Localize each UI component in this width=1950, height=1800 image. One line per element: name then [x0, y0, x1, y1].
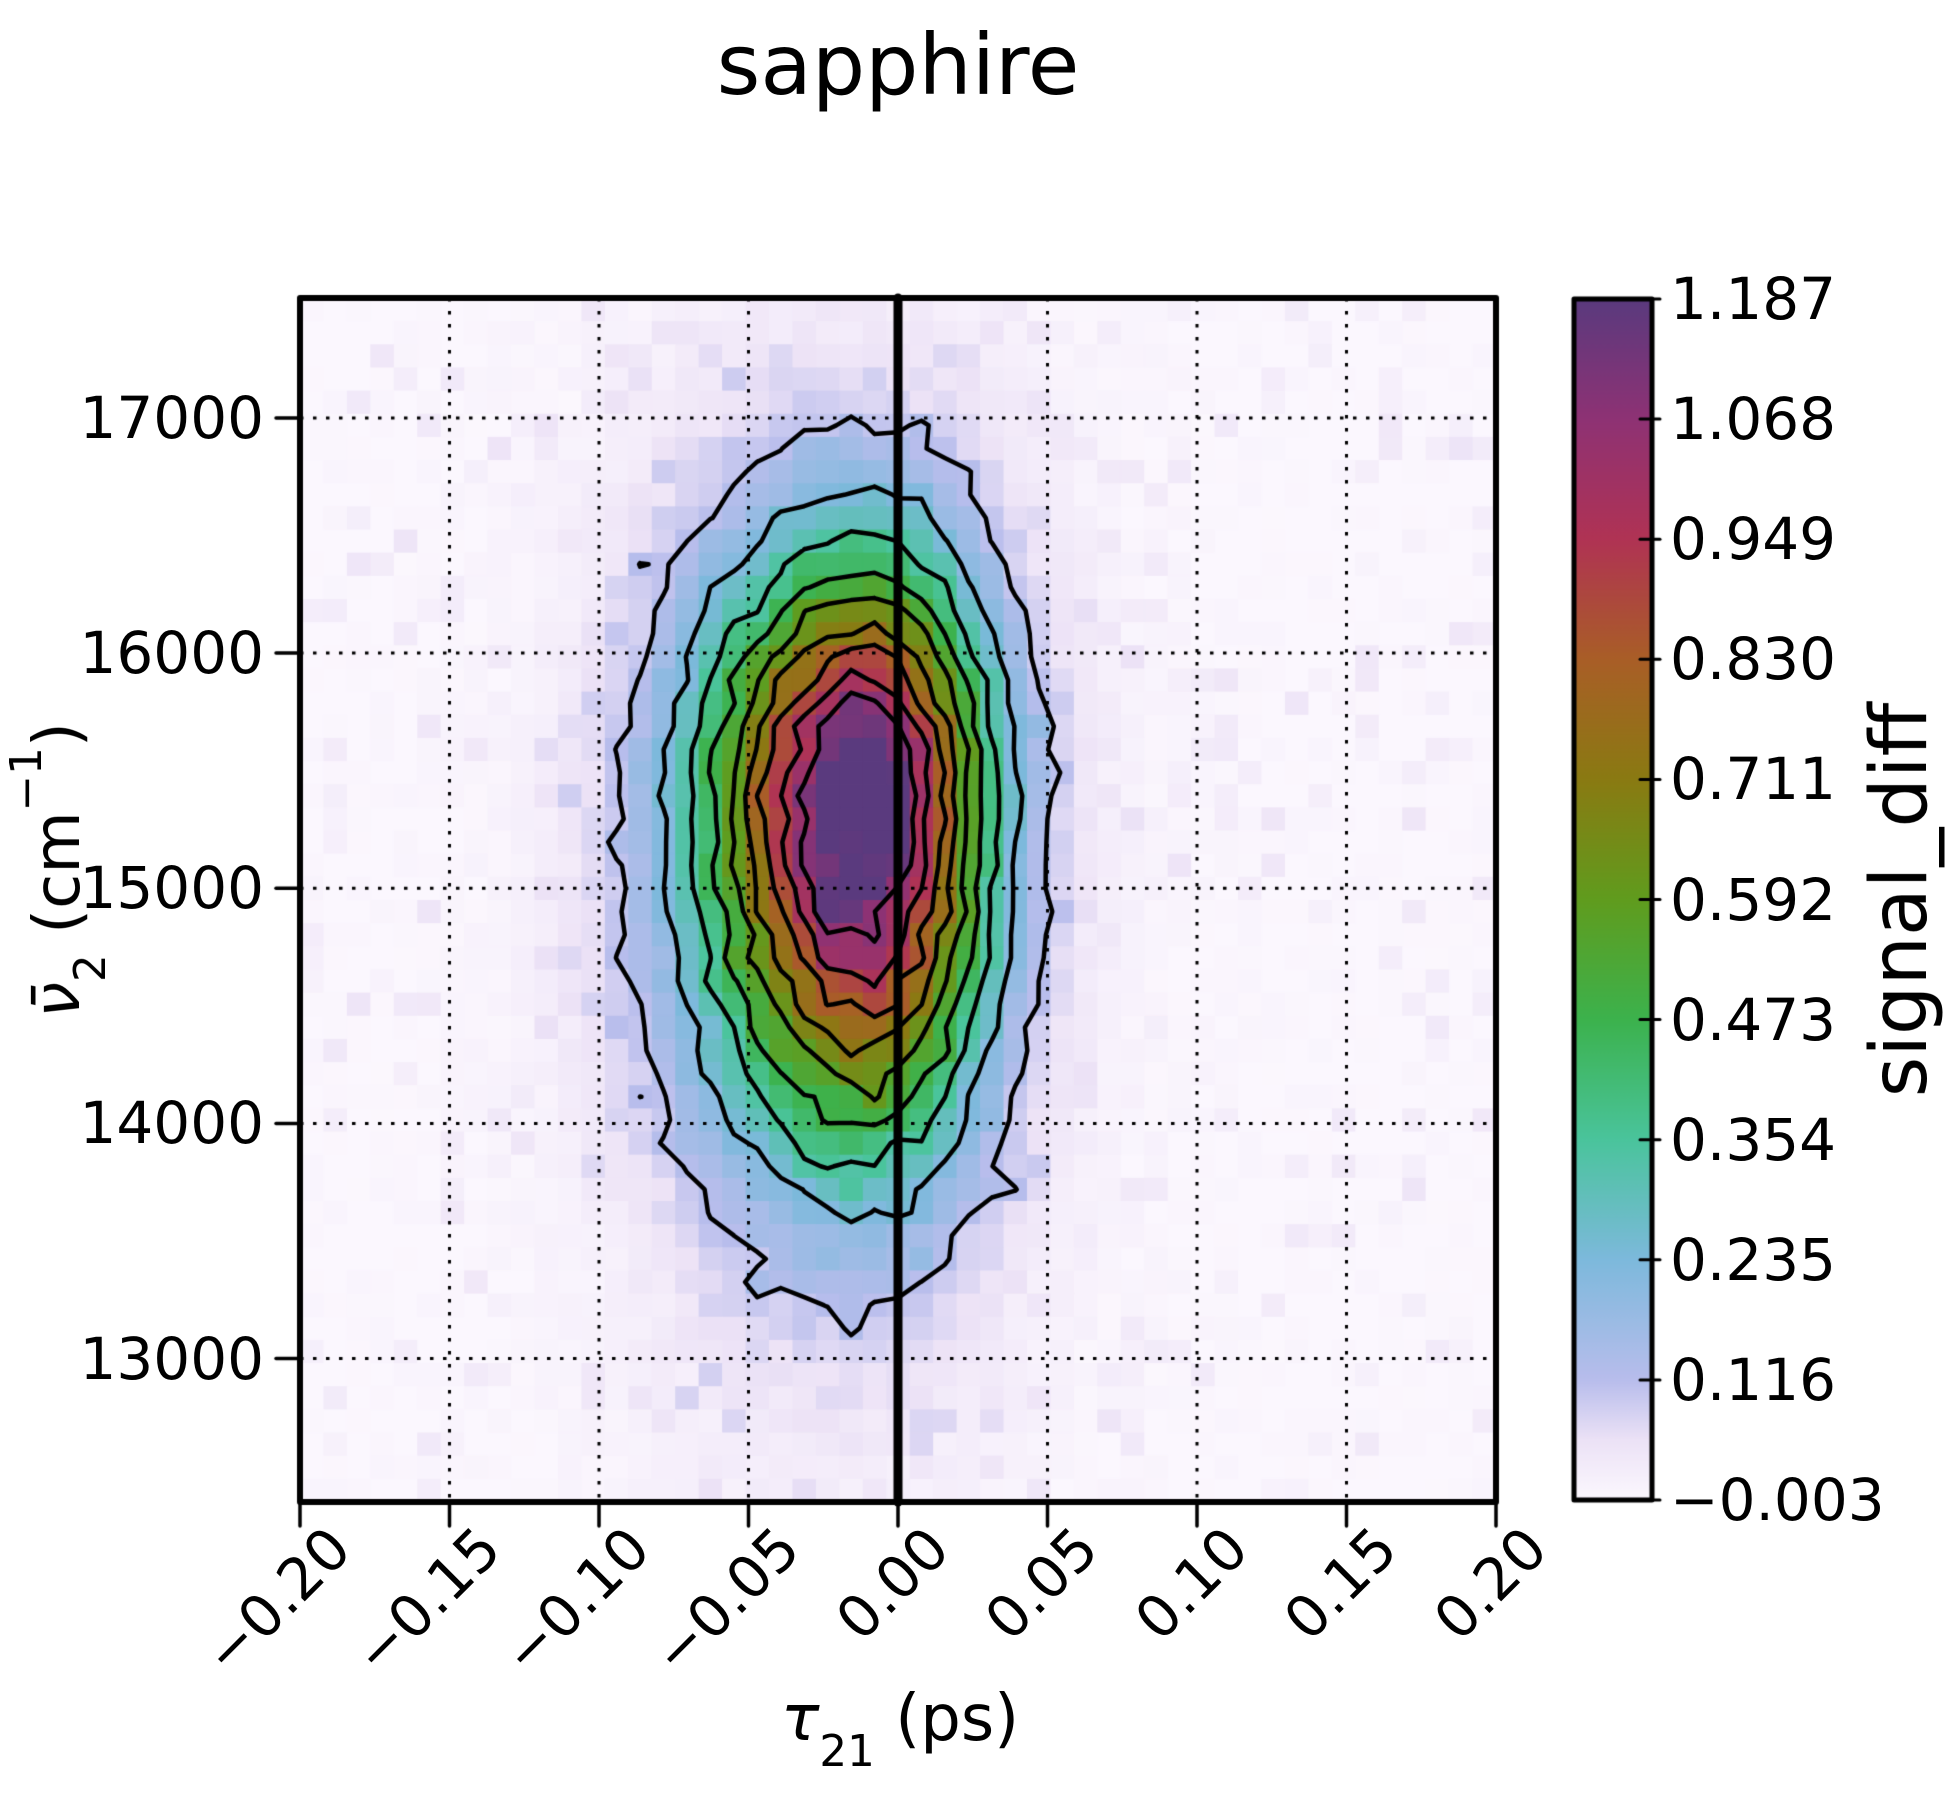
colorbar-tick-label: 0.711 — [1670, 745, 1837, 814]
colorbar-tick-label: 1.068 — [1670, 385, 1837, 454]
colorbar-tick-label: 0.116 — [1670, 1345, 1837, 1414]
y-axis-symbol: ν̄ — [21, 982, 95, 1018]
y-axis-unit-close: ) — [21, 722, 95, 748]
colorbar-tick-label: 0.949 — [1670, 505, 1837, 574]
y-tick-label: 16000 — [79, 619, 264, 688]
x-axis-label: τ21 (ps) — [780, 1682, 1020, 1774]
colorbar-tick-label: 1.187 — [1670, 265, 1837, 333]
x-axis-unit: (ps) — [895, 1682, 1020, 1756]
colorbar-tick-label: 0.592 — [1670, 865, 1837, 934]
y-tick-label: 15000 — [79, 854, 264, 923]
colorbar-label: signal_diff — [1855, 702, 1945, 1098]
chart-title: sapphire — [716, 16, 1080, 114]
y-axis-subscript: 2 — [65, 954, 116, 983]
y-tick-label: 13000 — [79, 1324, 264, 1393]
colorbar-tick-label: 0.235 — [1670, 1225, 1837, 1294]
x-axis-subscript: 21 — [819, 1726, 875, 1777]
colorbar-tick-label: −0.003 — [1670, 1466, 1885, 1534]
colorbar-tick-label: 0.830 — [1670, 625, 1837, 694]
colorbar-tick-label: 0.354 — [1670, 1105, 1837, 1174]
y-axis-exponent: −1 — [2, 747, 53, 812]
colorbar-tick-label: 0.473 — [1670, 985, 1837, 1054]
x-axis-symbol: τ — [780, 1682, 820, 1756]
y-tick-label: 14000 — [79, 1089, 264, 1158]
y-tick-label: 17000 — [79, 383, 264, 452]
